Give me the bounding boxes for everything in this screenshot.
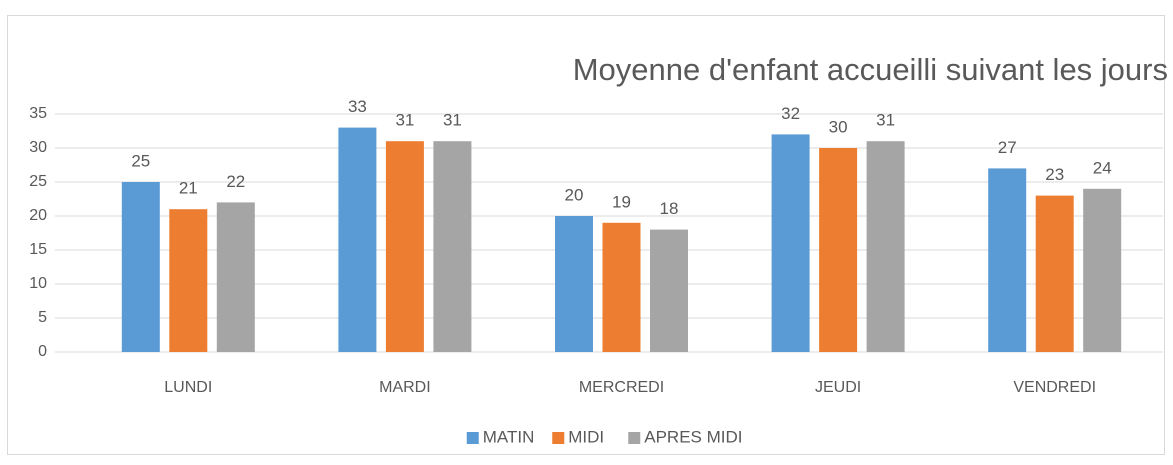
- value-label: 25: [131, 151, 150, 170]
- value-label: 18: [660, 199, 679, 218]
- x-tick-label: JEUDI: [815, 379, 861, 396]
- bar: [216, 202, 255, 352]
- legend-label: APRES MIDI: [644, 427, 742, 446]
- y-tick-label: 20: [29, 207, 47, 224]
- legend-swatch: [628, 432, 641, 444]
- bar: [771, 134, 810, 352]
- y-tick-label: 10: [29, 275, 47, 292]
- bar: [338, 127, 377, 352]
- bar: [433, 141, 472, 352]
- x-tick-label: MARDI: [379, 379, 431, 396]
- bar: [385, 141, 424, 352]
- bar: [866, 141, 905, 352]
- value-label: 21: [179, 179, 198, 198]
- bar: [169, 209, 208, 352]
- legend-label: MATIN: [483, 427, 535, 446]
- y-tick-label: 35: [29, 105, 47, 122]
- x-tick-label: VENDREDI: [1013, 379, 1096, 396]
- y-tick-label: 5: [38, 309, 47, 326]
- y-tick-label: 15: [29, 241, 47, 258]
- bar: [121, 182, 160, 352]
- value-label: 32: [781, 104, 800, 123]
- bar: [1035, 195, 1074, 352]
- bar: [1083, 188, 1122, 352]
- value-label: 27: [998, 138, 1017, 157]
- bar: [988, 168, 1027, 352]
- value-label: 23: [1045, 165, 1064, 184]
- bar: [650, 229, 688, 352]
- x-tick-label: LUNDI: [164, 379, 212, 396]
- value-label: 33: [348, 97, 367, 116]
- value-label: 24: [1093, 158, 1112, 177]
- chart-title: Moyenne d'enfant accueilli suivant les j…: [573, 52, 1168, 87]
- value-label: 31: [443, 111, 462, 130]
- bar: [555, 216, 593, 352]
- legend-swatch: [466, 432, 479, 444]
- bar: [819, 148, 858, 352]
- value-label: 30: [829, 117, 848, 136]
- bar: [602, 222, 641, 352]
- y-tick-label: 0: [38, 343, 47, 360]
- value-label: 20: [565, 185, 584, 204]
- legend-swatch: [552, 432, 565, 444]
- value-label: 22: [226, 172, 245, 191]
- y-tick-label: 25: [29, 173, 47, 190]
- value-label: 31: [395, 111, 414, 130]
- value-label: 19: [612, 192, 631, 211]
- value-label: 31: [876, 111, 895, 130]
- x-tick-label: MERCREDI: [579, 379, 664, 396]
- y-tick-label: 30: [29, 139, 47, 156]
- legend-label: MIDI: [568, 427, 604, 446]
